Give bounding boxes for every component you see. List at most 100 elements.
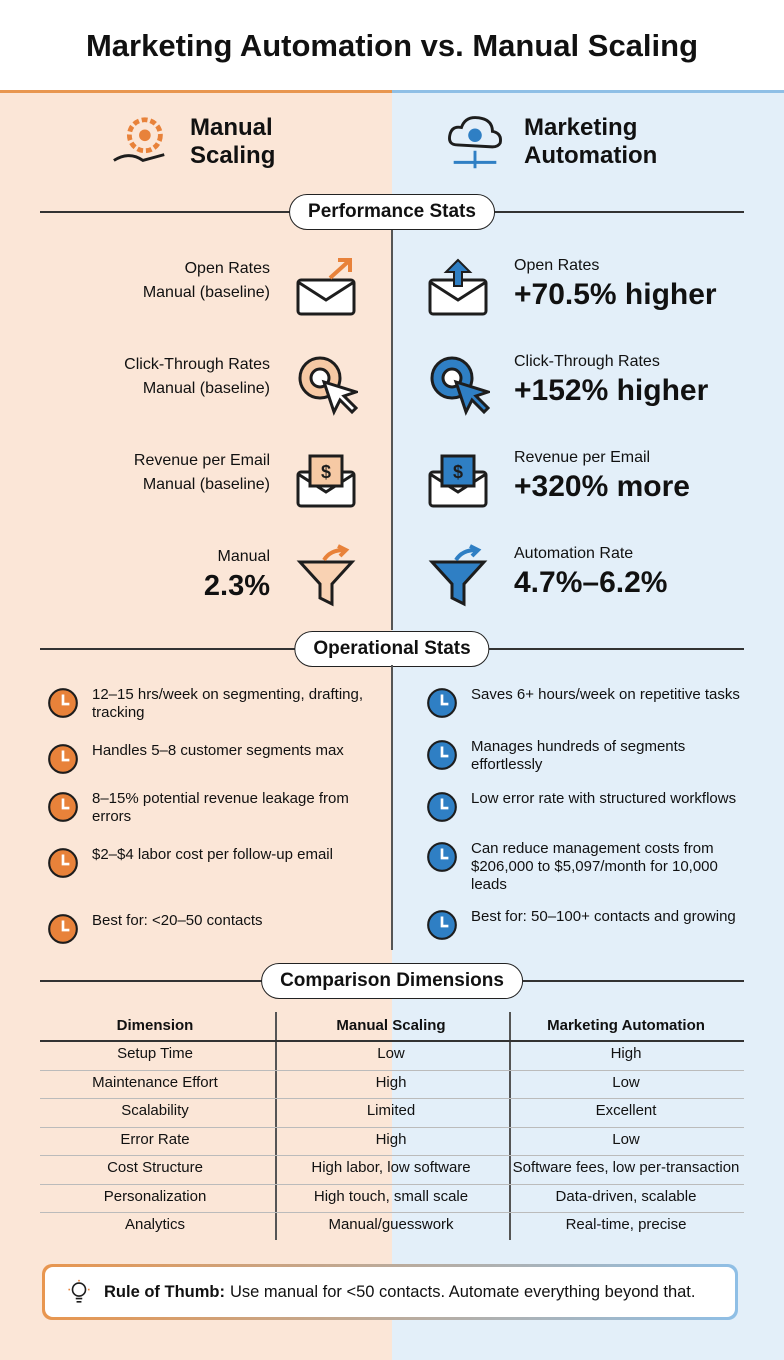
icon-shape	[429, 280, 487, 302]
icon: $	[426, 448, 490, 512]
title: Marketing Automation vs. Manual Scaling	[85, 28, 699, 63]
table-cell: High	[375, 1073, 407, 1091]
icon	[46, 846, 80, 880]
rule-text: Rule of Thumb: Use manual for <50 contact…	[104, 1283, 695, 1302]
icon-shape	[61, 854, 70, 866]
icon-shape	[296, 278, 356, 316]
icon	[46, 686, 80, 720]
row-rule	[40, 1069, 744, 1071]
header-rule	[40, 1040, 744, 1042]
icon-shape	[308, 454, 344, 488]
icon-shape	[440, 454, 476, 488]
table-cell: Manual/guesswork	[328, 1216, 454, 1233]
icon-shape	[453, 150, 497, 169]
table-cell: High	[610, 1045, 642, 1062]
rule-label: Rule of Thumb:	[104, 1283, 225, 1301]
icon	[426, 256, 490, 320]
icon-shape	[440, 694, 449, 706]
icon-shape	[61, 694, 70, 706]
table-cell: High touch, small scale	[313, 1187, 469, 1205]
stat-value: 4.7%–6.2%	[514, 566, 668, 599]
icon-shape	[126, 117, 163, 154]
section-heading: Performance Stats	[289, 194, 495, 230]
table-divider	[275, 1012, 277, 1240]
table-header: Dimension	[116, 1017, 194, 1034]
table-header: Marketing Automation	[547, 1017, 705, 1034]
table-cell: Scalability	[121, 1102, 189, 1119]
table-cell: Error Rate	[120, 1130, 190, 1148]
table-header: Manual Scaling	[336, 1017, 446, 1034]
icon-shape	[48, 688, 78, 718]
icon	[294, 352, 361, 416]
icon-shape	[298, 356, 361, 416]
stat-label: Revenue per Email	[514, 449, 651, 466]
stat-label: Open Rates	[184, 260, 270, 277]
top-rule-right	[392, 90, 784, 93]
table-cell: Low	[377, 1045, 405, 1062]
row-rule	[40, 1183, 744, 1185]
stat-label: Revenue per Email	[133, 452, 270, 469]
icon-shape	[296, 258, 356, 316]
table-cell: Data-driven, scalable	[555, 1187, 697, 1205]
stat-value: Manual (baseline)	[142, 380, 270, 397]
icon-shape	[427, 910, 457, 940]
section-heading: Comparison Dimensions	[261, 963, 523, 999]
table-cell: Low	[612, 1130, 640, 1148]
table-cell: Setup Time	[117, 1045, 193, 1062]
stat-value: +320% more	[514, 470, 690, 503]
icon-shape	[321, 379, 361, 416]
icon	[46, 912, 80, 946]
icon-shape	[443, 258, 473, 287]
icon-shape	[427, 740, 457, 770]
operational-item: 8–15% potential revenue leakage from err…	[92, 790, 349, 825]
icon-shape: $	[321, 462, 331, 482]
icon-shape	[428, 258, 488, 316]
icon	[294, 256, 358, 320]
icon	[66, 1278, 92, 1306]
row-rule	[40, 1155, 744, 1156]
icon-shape	[71, 1282, 87, 1297]
column-divider	[391, 665, 393, 950]
table-cell: Excellent	[595, 1102, 657, 1119]
col-heading: Manual Scaling	[190, 114, 276, 169]
top-rule-left	[0, 90, 392, 93]
table-cell: High labor, low software	[311, 1159, 471, 1176]
icon-shape	[440, 916, 449, 928]
icon-shape	[427, 842, 457, 872]
icon	[426, 544, 490, 608]
icon-shape	[48, 792, 78, 822]
operational-item: Handles 5–8 customer segments max	[92, 742, 344, 759]
table-cell: Personalization	[103, 1187, 207, 1205]
icon-shape	[322, 544, 350, 562]
icon	[294, 544, 358, 608]
icon	[425, 840, 459, 874]
icon-shape	[440, 798, 449, 810]
table-cell: Analytics	[124, 1216, 186, 1233]
icon-shape	[296, 544, 356, 607]
operational-item: $2–$4 labor cost per follow-up email	[92, 846, 333, 863]
icon-shape	[297, 280, 355, 302]
stat-label: Open Rates	[514, 257, 600, 274]
icon-shape	[139, 129, 151, 142]
table-cell: High	[375, 1130, 407, 1148]
icon	[110, 112, 172, 174]
table-cell: Low	[612, 1073, 640, 1091]
icon-shape	[454, 544, 482, 562]
icon-shape	[428, 560, 488, 607]
icon: $	[294, 448, 358, 512]
table-cell: Maintenance Effort	[92, 1073, 218, 1091]
icon-shape	[328, 258, 352, 280]
rule-body: Use manual for <50 contacts. Automate ev…	[229, 1283, 696, 1301]
stat-value: Manual (baseline)	[142, 284, 270, 301]
row-rule	[40, 1212, 744, 1213]
operational-item: Saves 6+ hours/week on repetitive tasks	[471, 686, 740, 703]
icon-shape	[48, 914, 78, 944]
stat-value: Manual (baseline)	[142, 476, 270, 493]
table-cell: Software fees, low per-transaction	[512, 1159, 740, 1176]
icon-shape	[61, 798, 70, 810]
operational-item: Low error rate with structured workflows	[471, 790, 737, 807]
table-cell: Cost Structure	[107, 1159, 203, 1176]
icon-shape	[427, 792, 457, 822]
row-rule	[40, 1126, 744, 1128]
